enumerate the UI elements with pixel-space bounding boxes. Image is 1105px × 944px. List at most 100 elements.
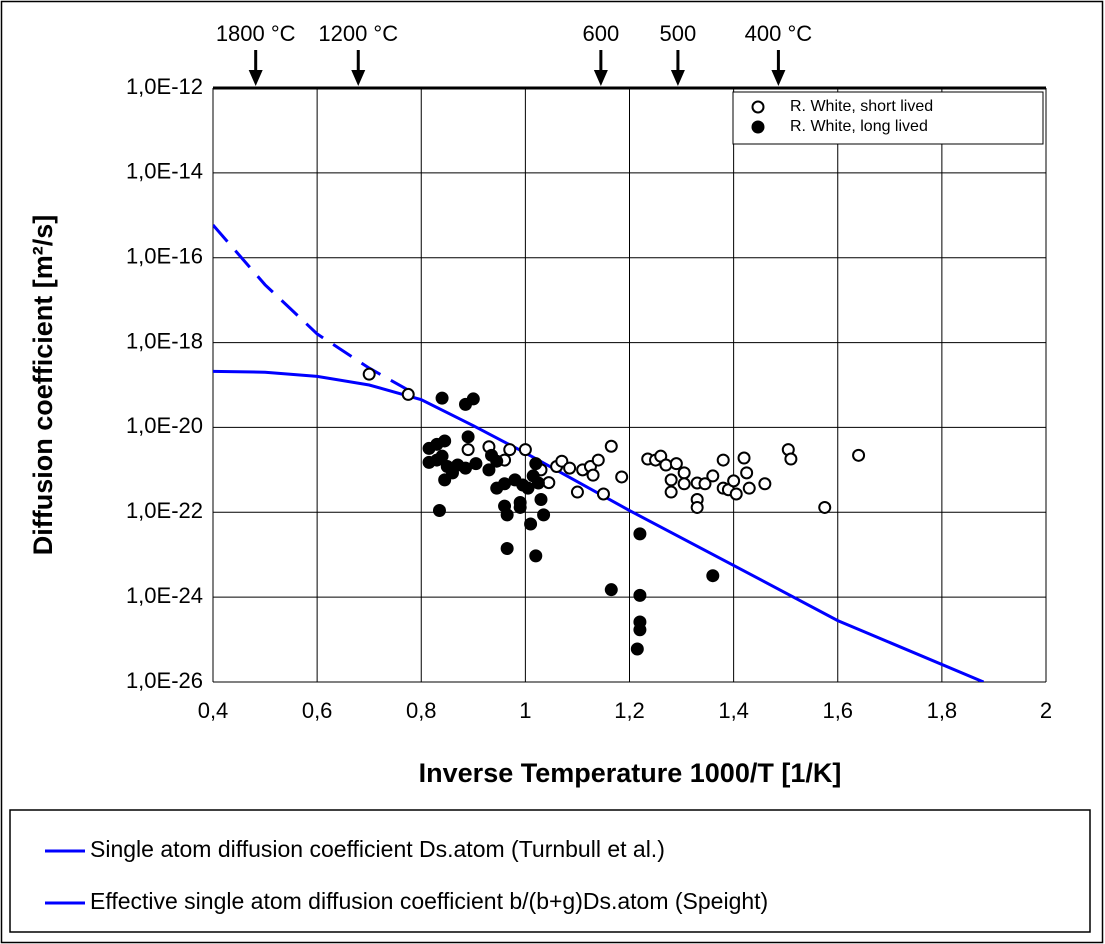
y-tick-label: 1,0E-20	[126, 413, 203, 438]
legend-label: R. White, short lived	[790, 98, 933, 115]
point	[604, 583, 618, 597]
arrow-head	[670, 70, 685, 86]
point	[784, 452, 798, 466]
point	[563, 461, 577, 475]
point	[727, 474, 741, 488]
arrow-head	[351, 70, 366, 86]
point	[500, 542, 514, 556]
point	[459, 461, 473, 475]
y-tick-label: 1,0E-16	[126, 244, 203, 269]
legend-label: Single atom diffusion coefficient Ds.ato…	[90, 836, 665, 862]
point	[586, 468, 600, 482]
point	[555, 454, 569, 468]
annotation: 1200 °C	[318, 21, 398, 46]
point	[633, 623, 647, 637]
point	[537, 508, 551, 522]
point	[664, 485, 678, 499]
legend-label: Effective single atom diffusion coeffici…	[90, 888, 768, 914]
x-tick-label: 1,8	[927, 698, 958, 723]
point	[698, 477, 712, 491]
point	[604, 439, 618, 453]
point	[596, 487, 610, 501]
point	[461, 430, 475, 444]
annotation: 1800 °C	[216, 21, 296, 46]
y-tick-label: 1,0E-14	[126, 159, 203, 184]
point	[529, 457, 543, 471]
y-tick-label: 1,0E-22	[126, 498, 203, 523]
point	[500, 508, 514, 522]
point	[633, 588, 647, 602]
point	[677, 466, 691, 480]
x-tick-label: 0,4	[198, 698, 229, 723]
point	[758, 477, 772, 491]
arrow-head	[771, 70, 786, 86]
point	[432, 504, 446, 518]
point	[706, 569, 720, 583]
point	[459, 397, 473, 411]
point	[570, 485, 584, 499]
x-tick-label: 0,8	[406, 698, 437, 723]
y-tick-label: 1,0E-26	[126, 668, 203, 693]
point	[591, 453, 605, 467]
legend-box	[732, 91, 1044, 145]
point	[690, 500, 704, 514]
point	[435, 391, 449, 405]
point	[737, 451, 751, 465]
point	[852, 448, 866, 462]
point	[669, 457, 683, 471]
x-tick-label: 1	[519, 698, 531, 723]
annotation: 600	[583, 21, 620, 46]
bottom-legend-box	[9, 809, 1091, 933]
point	[498, 477, 512, 491]
point	[534, 493, 548, 507]
point	[362, 367, 376, 381]
point	[633, 527, 647, 541]
annotation: 400 °C	[745, 21, 813, 46]
x-tick-label: 1,4	[718, 698, 749, 723]
point	[664, 473, 678, 487]
point	[524, 517, 538, 531]
point	[529, 549, 543, 563]
point	[513, 500, 527, 514]
point	[630, 642, 644, 656]
point	[482, 463, 496, 477]
point	[677, 477, 691, 491]
arrow-head	[248, 70, 263, 86]
annotation: 500	[660, 21, 697, 46]
point	[542, 476, 556, 490]
line	[213, 224, 412, 393]
point	[518, 443, 532, 457]
point	[716, 453, 730, 467]
legend-marker	[751, 120, 765, 134]
point	[659, 458, 673, 472]
x-tick-label: 2	[1040, 698, 1052, 723]
y-tick-label: 1,0E-18	[126, 328, 203, 353]
point	[435, 449, 449, 463]
point	[503, 443, 517, 457]
point	[461, 443, 475, 457]
point	[729, 487, 743, 501]
y-tick-label: 1,0E-24	[126, 583, 203, 608]
point	[615, 470, 629, 484]
arrow-head	[593, 70, 608, 86]
point	[740, 466, 754, 480]
point	[401, 387, 415, 401]
point	[490, 454, 504, 468]
line	[213, 369, 985, 682]
x-tick-label: 0,6	[302, 698, 333, 723]
x-tick-label: 1,2	[614, 698, 645, 723]
x-tick-label: 1,6	[822, 698, 853, 723]
point	[469, 457, 483, 471]
point	[521, 481, 535, 495]
legend-label: R. White, long lived	[790, 118, 928, 135]
y-tick-label: 1,0E-12	[126, 74, 203, 99]
point	[706, 469, 720, 483]
point	[531, 476, 545, 490]
legend-marker	[751, 100, 765, 114]
y-axis-label: Diffusion coefficient [m²/s]	[28, 215, 58, 556]
point	[742, 481, 756, 495]
point	[438, 473, 452, 487]
point	[818, 500, 832, 514]
